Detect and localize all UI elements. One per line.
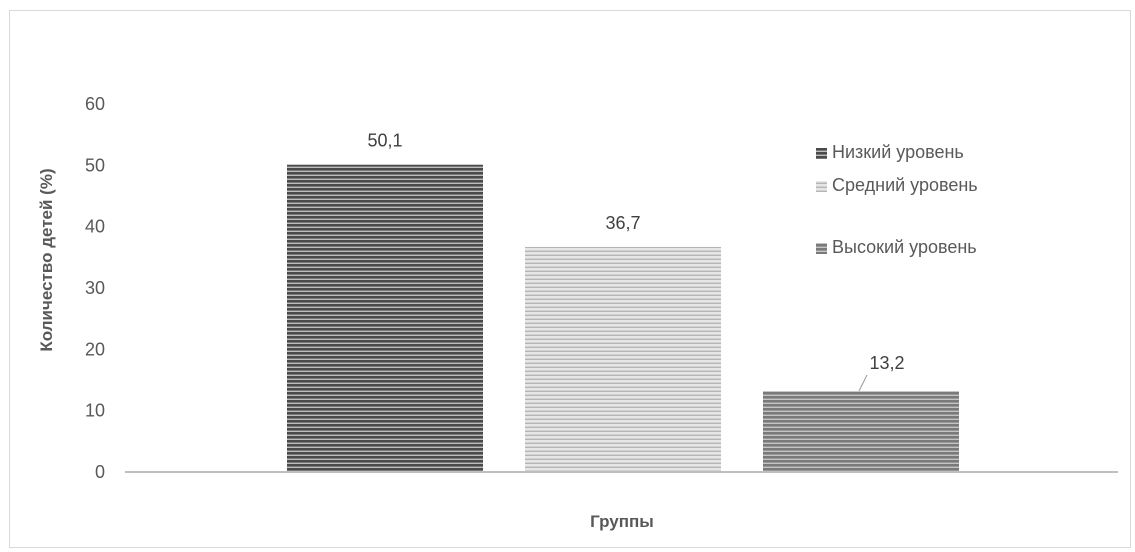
y-tick-label: 0 [95,462,105,482]
bar-3 [763,391,959,472]
bar-1 [287,164,483,472]
y-tick-label: 40 [85,217,105,237]
legend-swatch-3 [816,243,827,254]
legend-label-3: Высокий уровень [832,237,977,257]
y-tick-label: 10 [85,401,105,421]
data-label-2: 36,7 [605,213,640,233]
x-axis-title: Группы [590,512,654,531]
legend-swatch-1 [816,148,827,159]
bar-2 [525,246,721,472]
y-tick-label: 60 [85,94,105,114]
legend-swatch-2 [816,181,827,192]
legend-label-1: Низкий уровень [832,142,964,162]
legend-label-2: Средний уровень [832,175,978,195]
y-tick-label: 50 [85,155,105,175]
y-tick-label: 30 [85,278,105,298]
leader-line [858,374,868,392]
data-label-1: 50,1 [367,131,402,151]
y-axis-title: Количество детей (%) [37,168,56,351]
y-tick-label: 20 [85,339,105,359]
data-label-3: 13,2 [869,353,904,373]
